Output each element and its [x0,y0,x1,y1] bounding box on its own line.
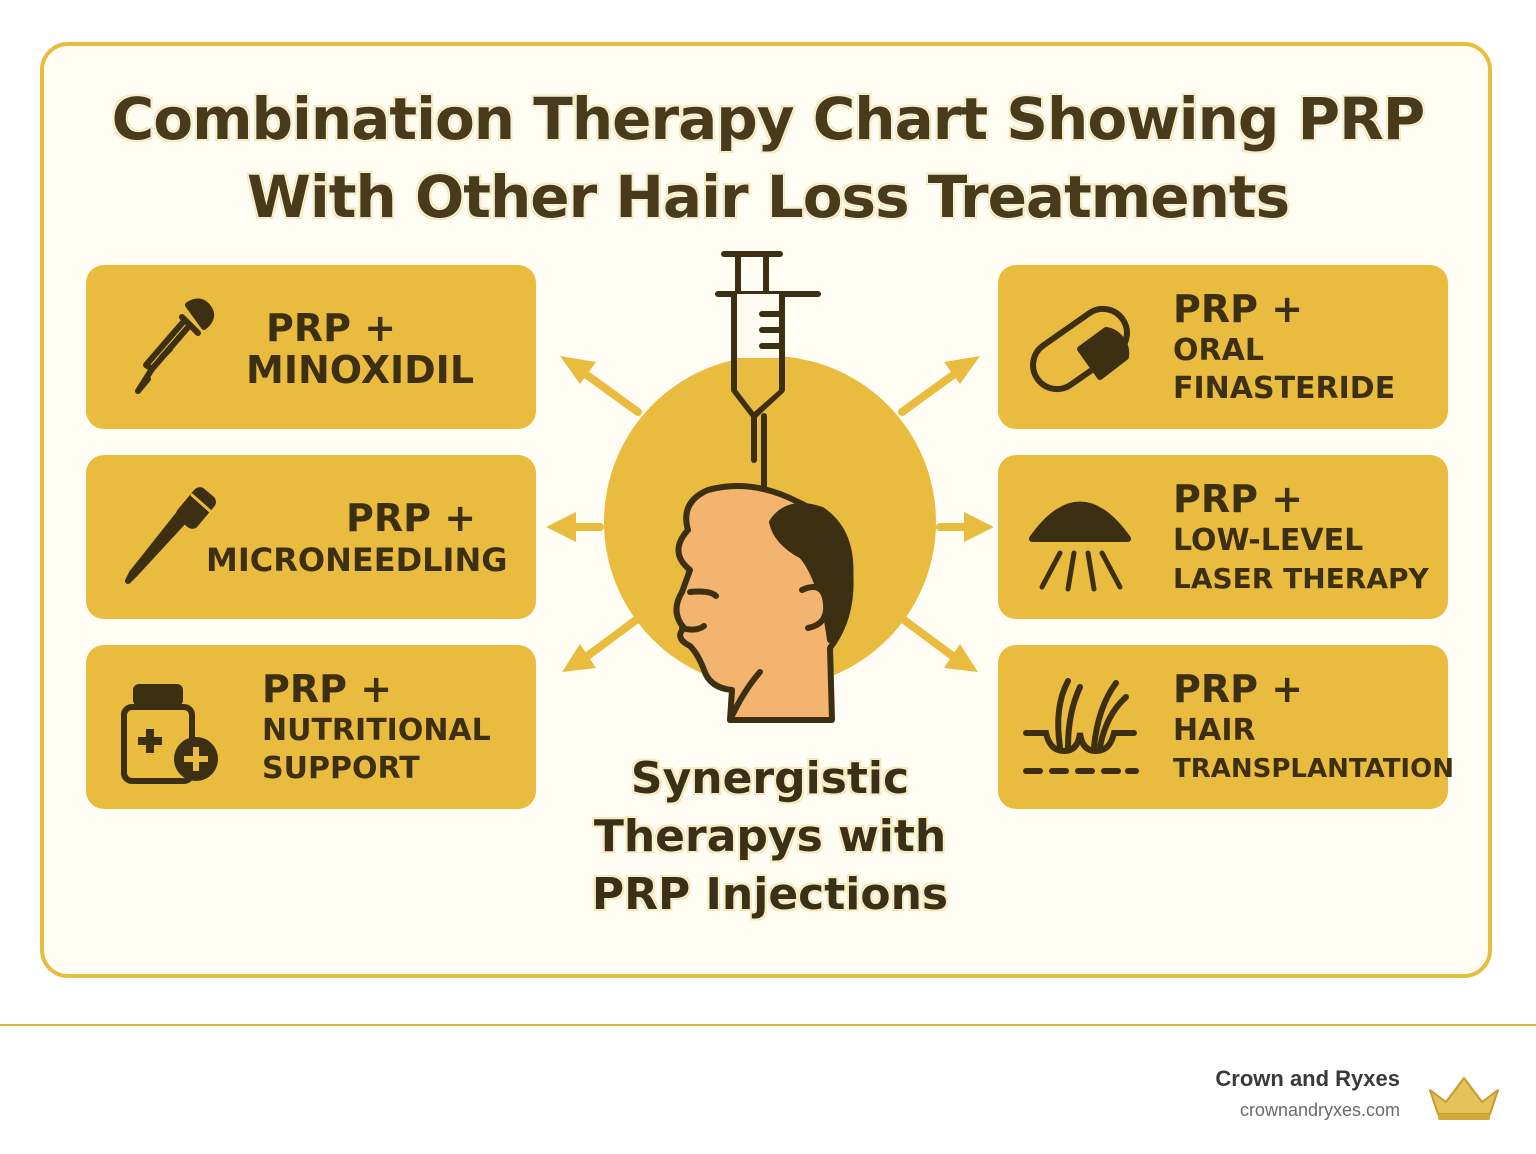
arrow-lower-right [900,616,962,664]
treatment-line-1: PRP + [346,496,477,540]
treatment-card-low-level-laser: PRP + LOW-LEVEL LASER THERAPY [998,455,1448,619]
hair-follicle-icon [1023,678,1139,774]
arrow-upper-left [576,366,642,416]
treatment-line-2: HAIR [1173,713,1256,748]
connector-arrows [546,356,994,672]
dropper-icon [135,298,215,394]
microneedling-pen-icon [125,487,216,584]
treatment-line-1: PRP + [266,306,397,350]
caption-line-3: PRP Injections [591,869,949,920]
treatment-line-2: LOW-LEVEL [1173,523,1364,558]
treatment-card-microneedling: PRP + MICRONEEDLING [86,455,536,619]
treatment-card-oral-finasteride: PRP + ORAL FINASTERIDE [998,265,1448,429]
footer-divider [0,1024,1536,1026]
treatment-line-1: PRP + [1173,477,1304,521]
treatment-card-hair-transplantation: PRP + HAIR TRANSPLANTATION [998,645,1454,809]
treatment-card-nutritional-support: PRP + NUTRITIONAL SUPPORT [86,645,536,809]
syringe-head-icon [546,251,994,723]
treatment-line-2: ORAL [1173,333,1264,368]
treatment-line-2: MINOXIDIL [246,348,475,392]
title-line-2: With Other Hair Loss Treatments [246,163,1290,231]
treatment-line-1: PRP + [262,667,393,711]
pill-capsule-icon [1030,305,1130,393]
treatment-line-2: NUTRITIONAL [262,713,491,748]
laser-cap-icon [1029,501,1131,592]
title-line-1: Combination Therapy Chart Showing PRP [111,85,1426,153]
syringe [715,251,821,501]
page-title: Combination Therapy Chart Showing PRP Wi… [0,80,1536,236]
center-caption: Synergistic Therapys with PRP Injections [560,750,980,924]
treatment-card-minoxidil: PRP + MINOXIDIL [86,265,536,429]
treatment-line-3: FINASTERIDE [1173,371,1396,406]
bald-head [673,483,854,723]
caption-line-1: Synergistic [630,753,910,804]
supplement-bottle-icon [121,684,218,784]
treatment-line-3: SUPPORT [262,751,420,786]
arrow-lower-left [578,616,640,664]
treatment-line-1: PRP + [1173,287,1304,331]
treatment-line-2: MICRONEEDLING [206,541,508,579]
crown-icon [1429,1077,1499,1120]
treatment-line-1: PRP + [1173,667,1304,711]
caption-line-2: Therapys with [593,811,947,862]
brand-url: crownandryxes.com [1239,1100,1400,1120]
treatment-line-3: TRANSPLANTATION [1173,754,1454,784]
brand-name: Crown and Ryxes [1215,1066,1400,1091]
arrow-upper-right [898,366,964,416]
treatment-line-3: LASER THERAPY [1173,562,1429,595]
